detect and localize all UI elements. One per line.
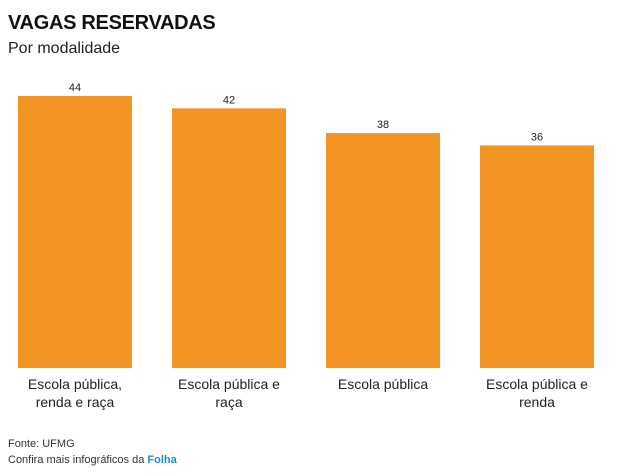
category-label: Escola pública, bbox=[28, 376, 122, 392]
bar-1 bbox=[18, 96, 132, 368]
bar-3 bbox=[326, 133, 440, 368]
more-infographics-text: Confira mais infográficos da bbox=[8, 454, 145, 466]
chart-subtitle: Por modalidade bbox=[8, 40, 121, 57]
category-label: renda bbox=[519, 394, 555, 410]
bar-2 bbox=[172, 108, 286, 368]
category-label: Escola pública e bbox=[178, 376, 280, 392]
more-infographics-note: Confira mais infográficos da Folha bbox=[8, 454, 177, 466]
folha-link[interactable]: Folha bbox=[147, 454, 177, 466]
bar-value-label: 36 bbox=[531, 131, 543, 143]
category-label: Escola pública e bbox=[486, 376, 588, 392]
bar-value-label: 42 bbox=[223, 94, 235, 106]
category-label: raça bbox=[215, 394, 242, 410]
category-label: renda e raça bbox=[36, 394, 115, 410]
bar-value-label: 44 bbox=[69, 82, 81, 94]
category-label: Escola pública bbox=[338, 376, 428, 392]
source-note: Fonte: UFMG bbox=[8, 438, 75, 450]
bar-chart: 44 Escola pública, renda e raça 42 Escola pú… bbox=[18, 82, 594, 410]
bar-value-label: 38 bbox=[377, 119, 389, 131]
bar-4 bbox=[480, 145, 594, 368]
chart-title: VAGAS RESERVADAS bbox=[8, 12, 216, 34]
